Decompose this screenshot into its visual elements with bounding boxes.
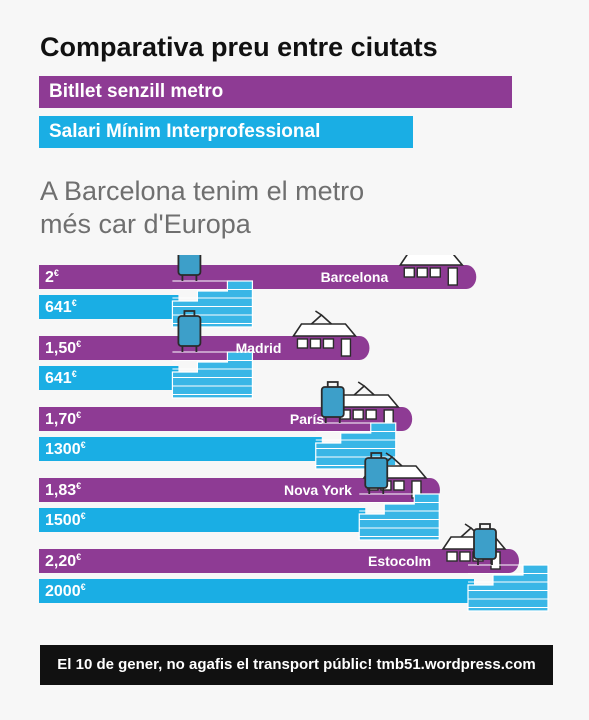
pantograph (353, 381, 375, 396)
tram-roof (334, 394, 400, 408)
price-unit: € (76, 339, 81, 349)
legend-salary: Salari Mínim Interprofessional (39, 116, 413, 148)
salary-bar (39, 437, 322, 461)
salary-label: 641€ (45, 298, 77, 316)
salary-bar (39, 366, 179, 390)
suitcase-icon (473, 523, 497, 565)
pantograph (310, 310, 332, 325)
chart-title: Comparativa preu entre ciutats (40, 32, 438, 62)
tram-window (429, 267, 441, 278)
price-label: 1,70€ (45, 410, 81, 428)
tram-window (296, 338, 309, 349)
brick-wall-icon (358, 493, 440, 541)
city-row: 1,70€ 1300€ París (39, 381, 413, 470)
tram-nose (392, 407, 413, 431)
suitcase-icon (177, 255, 202, 281)
tram-icon (398, 255, 464, 286)
tram-nose (499, 549, 519, 573)
tram-window (403, 267, 415, 278)
suitcase-handle (479, 523, 491, 529)
salary-label: 1300€ (45, 440, 86, 458)
tram-icon (291, 310, 358, 357)
suitcase-body (473, 528, 497, 560)
tram-nose (456, 265, 477, 289)
tram-icon (334, 381, 400, 428)
subtitle-line-2: més car d'Europa (40, 209, 251, 239)
suitcase-legs (324, 417, 341, 423)
subtitle-line-1: A Barcelona tenim el metro (40, 176, 365, 206)
city-label: Barcelona (321, 269, 389, 285)
tram-nose (349, 336, 370, 360)
tram-window (459, 551, 471, 562)
suitcase-handle (370, 452, 383, 458)
tram-window (446, 551, 458, 562)
price-unit: € (76, 481, 81, 491)
salary-bar (39, 508, 366, 532)
tram-roof (291, 323, 358, 337)
city-row: 1,83€ 1500€ Nova York (39, 452, 440, 541)
price-unit: € (54, 268, 59, 278)
tram-door (340, 338, 352, 357)
suitcase-body (320, 386, 345, 418)
city-row: 2,20€ 2000€ Estocolm (39, 523, 549, 612)
tram-window (365, 409, 377, 420)
salary-unit: € (81, 440, 86, 450)
city-label: Madrid (236, 340, 282, 356)
salary-unit: € (81, 511, 86, 521)
price-unit: € (76, 552, 81, 562)
suitcase-handle (326, 381, 339, 387)
legend-metro: Bitllet senzill metro (39, 76, 512, 108)
suitcase-body (364, 457, 389, 489)
price-label: 1,83€ (45, 481, 81, 499)
tram-roof (398, 255, 464, 266)
city-label: Estocolm (368, 553, 431, 569)
price-bar (39, 549, 509, 573)
city-label: París (290, 411, 324, 427)
city-row: 2€641€Barcelona (39, 255, 477, 328)
price-unit: € (76, 410, 81, 420)
suitcase-legs (181, 275, 198, 281)
tram-window (416, 267, 428, 278)
brick-wall-icon (467, 564, 549, 612)
city-row: 1,50€ 641€ Madrid (39, 310, 370, 399)
salary-unit: € (72, 369, 77, 379)
suitcase-icon (320, 381, 345, 423)
salary-bar (39, 295, 179, 319)
salary-bar (39, 579, 474, 603)
footer-banner: El 10 de gener, no agafis el transport p… (40, 645, 553, 685)
salary-label: 641€ (45, 369, 77, 387)
suitcase-body (177, 255, 202, 276)
suitcase-handle (183, 310, 196, 316)
salary-label: 2000€ (45, 582, 86, 600)
salary-label: 1500€ (45, 511, 86, 529)
suitcase-legs (477, 559, 493, 565)
salary-unit: € (81, 582, 86, 592)
tram-window (309, 338, 322, 349)
city-label: Nova York (284, 482, 352, 498)
tram-window (352, 409, 364, 420)
suitcase-legs (181, 346, 198, 352)
chart-subtitle: A Barcelona tenim el metro més car d'Eur… (40, 175, 364, 241)
price-label: 1,50€ (45, 339, 81, 357)
suitcase-icon (177, 310, 202, 352)
suitcase-icon (364, 452, 389, 494)
suitcase-body (177, 315, 202, 347)
tram-window (322, 338, 335, 349)
salary-unit: € (72, 298, 77, 308)
tram-door (447, 267, 458, 286)
suitcase-legs (368, 488, 385, 494)
brick-wall-icon (171, 351, 254, 399)
tram-window (393, 480, 405, 491)
bar-chart: 2€641€Barcelona1,50€641€Madrid1,70€1300€… (39, 255, 549, 612)
price-label: 2,20€ (45, 552, 81, 570)
